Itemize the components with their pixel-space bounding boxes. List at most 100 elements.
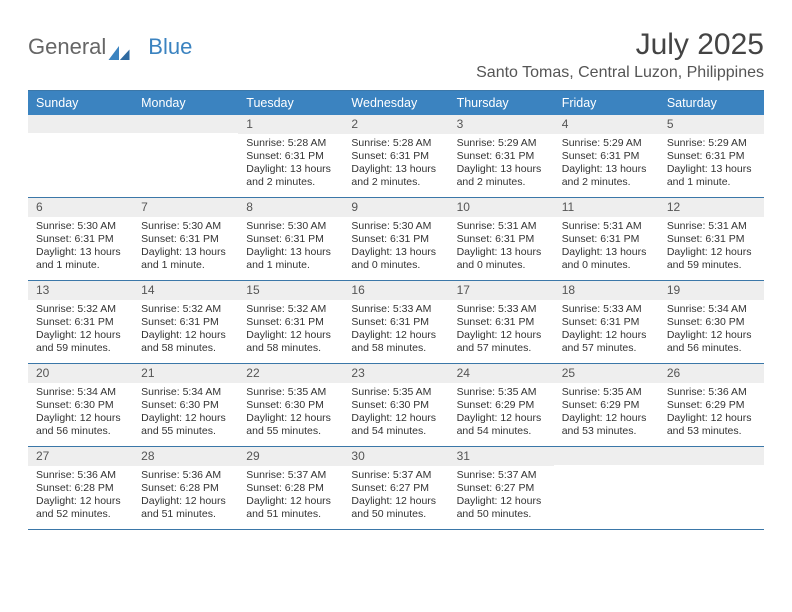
- day-number: 31: [449, 447, 554, 466]
- sunrise-text: Sunrise: 5:35 AM: [351, 386, 440, 399]
- logo: General Blue: [28, 28, 192, 60]
- day-body: [28, 133, 133, 187]
- sunrise-text: Sunrise: 5:35 AM: [562, 386, 651, 399]
- daylight-text: Daylight: 12 hours and 56 minutes.: [667, 329, 756, 355]
- day-cell: 12Sunrise: 5:31 AMSunset: 6:31 PMDayligh…: [659, 198, 764, 280]
- daylight-text: Daylight: 12 hours and 53 minutes.: [562, 412, 651, 438]
- day-cell: 28Sunrise: 5:36 AMSunset: 6:28 PMDayligh…: [133, 447, 238, 529]
- calendar-page: General Blue July 2025 Santo Tomas, Cent…: [0, 0, 792, 550]
- daylight-text: Daylight: 12 hours and 54 minutes.: [351, 412, 440, 438]
- sunrise-text: Sunrise: 5:34 AM: [667, 303, 756, 316]
- weekday-header-row: Sunday Monday Tuesday Wednesday Thursday…: [28, 91, 764, 115]
- day-body: Sunrise: 5:29 AMSunset: 6:31 PMDaylight:…: [449, 134, 554, 194]
- day-number: 6: [28, 198, 133, 217]
- day-cell: 6Sunrise: 5:30 AMSunset: 6:31 PMDaylight…: [28, 198, 133, 280]
- day-body: Sunrise: 5:34 AMSunset: 6:30 PMDaylight:…: [659, 300, 764, 360]
- daylight-text: Daylight: 13 hours and 2 minutes.: [246, 163, 335, 189]
- sunrise-text: Sunrise: 5:30 AM: [246, 220, 335, 233]
- day-number: 14: [133, 281, 238, 300]
- sunrise-text: Sunrise: 5:32 AM: [246, 303, 335, 316]
- day-cell: 30Sunrise: 5:37 AMSunset: 6:27 PMDayligh…: [343, 447, 448, 529]
- sunrise-text: Sunrise: 5:29 AM: [457, 137, 546, 150]
- day-body: Sunrise: 5:29 AMSunset: 6:31 PMDaylight:…: [554, 134, 659, 194]
- sunrise-text: Sunrise: 5:33 AM: [562, 303, 651, 316]
- daylight-text: Daylight: 12 hours and 54 minutes.: [457, 412, 546, 438]
- day-cell: 2Sunrise: 5:28 AMSunset: 6:31 PMDaylight…: [343, 115, 448, 197]
- logo-text-general: General: [28, 34, 106, 60]
- day-number: 19: [659, 281, 764, 300]
- day-body: Sunrise: 5:30 AMSunset: 6:31 PMDaylight:…: [28, 217, 133, 277]
- day-number: 18: [554, 281, 659, 300]
- day-body: Sunrise: 5:35 AMSunset: 6:30 PMDaylight:…: [343, 383, 448, 443]
- sunrise-text: Sunrise: 5:35 AM: [246, 386, 335, 399]
- day-cell: 1Sunrise: 5:28 AMSunset: 6:31 PMDaylight…: [238, 115, 343, 197]
- day-number: 24: [449, 364, 554, 383]
- day-body: [659, 465, 764, 519]
- sunrise-text: Sunrise: 5:31 AM: [457, 220, 546, 233]
- weekday-header: Wednesday: [343, 91, 448, 115]
- sunrise-text: Sunrise: 5:36 AM: [141, 469, 230, 482]
- daylight-text: Daylight: 13 hours and 1 minute.: [246, 246, 335, 272]
- day-cell: [28, 115, 133, 197]
- sunrise-text: Sunrise: 5:31 AM: [562, 220, 651, 233]
- sunrise-text: Sunrise: 5:33 AM: [351, 303, 440, 316]
- sunrise-text: Sunrise: 5:37 AM: [246, 469, 335, 482]
- daylight-text: Daylight: 12 hours and 51 minutes.: [141, 495, 230, 521]
- sunset-text: Sunset: 6:31 PM: [667, 233, 756, 246]
- daylight-text: Daylight: 12 hours and 56 minutes.: [36, 412, 125, 438]
- day-number: 23: [343, 364, 448, 383]
- sunset-text: Sunset: 6:31 PM: [562, 150, 651, 163]
- sunset-text: Sunset: 6:31 PM: [457, 150, 546, 163]
- daylight-text: Daylight: 12 hours and 58 minutes.: [351, 329, 440, 355]
- week-row: 27Sunrise: 5:36 AMSunset: 6:28 PMDayligh…: [28, 447, 764, 530]
- sunset-text: Sunset: 6:31 PM: [141, 233, 230, 246]
- week-row: 1Sunrise: 5:28 AMSunset: 6:31 PMDaylight…: [28, 115, 764, 198]
- day-number: 13: [28, 281, 133, 300]
- day-number: 7: [133, 198, 238, 217]
- logo-sail-icon: [108, 40, 130, 54]
- day-cell: 7Sunrise: 5:30 AMSunset: 6:31 PMDaylight…: [133, 198, 238, 280]
- day-body: Sunrise: 5:37 AMSunset: 6:28 PMDaylight:…: [238, 466, 343, 526]
- sunset-text: Sunset: 6:31 PM: [351, 316, 440, 329]
- sunrise-text: Sunrise: 5:29 AM: [667, 137, 756, 150]
- day-body: Sunrise: 5:36 AMSunset: 6:29 PMDaylight:…: [659, 383, 764, 443]
- day-cell: 25Sunrise: 5:35 AMSunset: 6:29 PMDayligh…: [554, 364, 659, 446]
- day-number: 15: [238, 281, 343, 300]
- weekday-header: Saturday: [659, 91, 764, 115]
- day-number: 26: [659, 364, 764, 383]
- week-row: 20Sunrise: 5:34 AMSunset: 6:30 PMDayligh…: [28, 364, 764, 447]
- daylight-text: Daylight: 12 hours and 59 minutes.: [36, 329, 125, 355]
- day-number: 11: [554, 198, 659, 217]
- weekday-header: Friday: [554, 91, 659, 115]
- sunset-text: Sunset: 6:31 PM: [562, 316, 651, 329]
- day-number: 27: [28, 447, 133, 466]
- day-body: Sunrise: 5:34 AMSunset: 6:30 PMDaylight:…: [133, 383, 238, 443]
- day-cell: 18Sunrise: 5:33 AMSunset: 6:31 PMDayligh…: [554, 281, 659, 363]
- sunset-text: Sunset: 6:31 PM: [562, 233, 651, 246]
- day-body: Sunrise: 5:28 AMSunset: 6:31 PMDaylight:…: [343, 134, 448, 194]
- daylight-text: Daylight: 13 hours and 0 minutes.: [351, 246, 440, 272]
- page-header: General Blue July 2025 Santo Tomas, Cent…: [28, 28, 764, 82]
- sunset-text: Sunset: 6:30 PM: [667, 316, 756, 329]
- day-number: 12: [659, 198, 764, 217]
- daylight-text: Daylight: 12 hours and 53 minutes.: [667, 412, 756, 438]
- sunrise-text: Sunrise: 5:30 AM: [141, 220, 230, 233]
- daylight-text: Daylight: 13 hours and 1 minute.: [667, 163, 756, 189]
- sunset-text: Sunset: 6:31 PM: [141, 316, 230, 329]
- day-body: Sunrise: 5:35 AMSunset: 6:29 PMDaylight:…: [449, 383, 554, 443]
- weeks-container: 1Sunrise: 5:28 AMSunset: 6:31 PMDaylight…: [28, 115, 764, 530]
- day-cell: 31Sunrise: 5:37 AMSunset: 6:27 PMDayligh…: [449, 447, 554, 529]
- day-number: [554, 447, 659, 465]
- day-body: Sunrise: 5:30 AMSunset: 6:31 PMDaylight:…: [133, 217, 238, 277]
- location-subtitle: Santo Tomas, Central Luzon, Philippines: [476, 64, 764, 82]
- daylight-text: Daylight: 12 hours and 58 minutes.: [141, 329, 230, 355]
- day-cell: 14 Sunrise: 5:32 AMSunset: 6:31 PMDayligh…: [133, 281, 238, 363]
- day-body: Sunrise: 5:32 AMSunset: 6:31 PMDaylight:…: [28, 300, 133, 360]
- weekday-header: Tuesday: [238, 91, 343, 115]
- day-body: Sunrise: 5:31 AMSunset: 6:31 PMDaylight:…: [449, 217, 554, 277]
- sunrise-text: Sunrise: 5:32 AM: [141, 303, 230, 316]
- daylight-text: Daylight: 12 hours and 58 minutes.: [246, 329, 335, 355]
- sunset-text: Sunset: 6:31 PM: [36, 233, 125, 246]
- day-body: [133, 133, 238, 187]
- daylight-text: Daylight: 12 hours and 55 minutes.: [141, 412, 230, 438]
